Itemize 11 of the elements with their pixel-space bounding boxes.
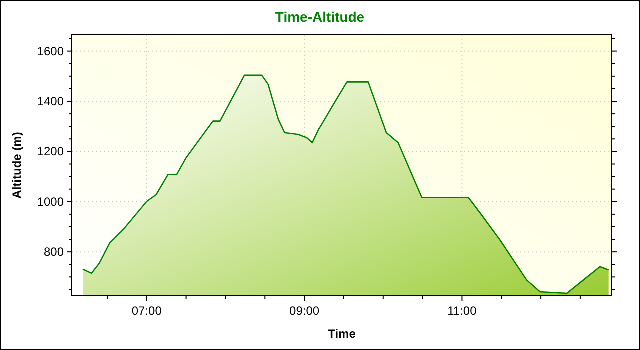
x-tick-label: 09:00 (290, 304, 320, 318)
y-tick-label: 1000 (37, 194, 64, 209)
y-axis-title: Altitude (m) (10, 132, 24, 199)
y-tick-label: 1400 (37, 94, 64, 109)
x-axis-title: Time (328, 327, 356, 341)
y-tick-label: 800 (44, 245, 64, 260)
y-tick-label: 1200 (37, 144, 64, 159)
x-tick-label: 11:00 (448, 304, 478, 318)
chart-title: Time-Altitude (275, 9, 365, 25)
x-tick-label: 07:00 (132, 304, 162, 318)
y-tick-label: 1600 (37, 44, 64, 58)
